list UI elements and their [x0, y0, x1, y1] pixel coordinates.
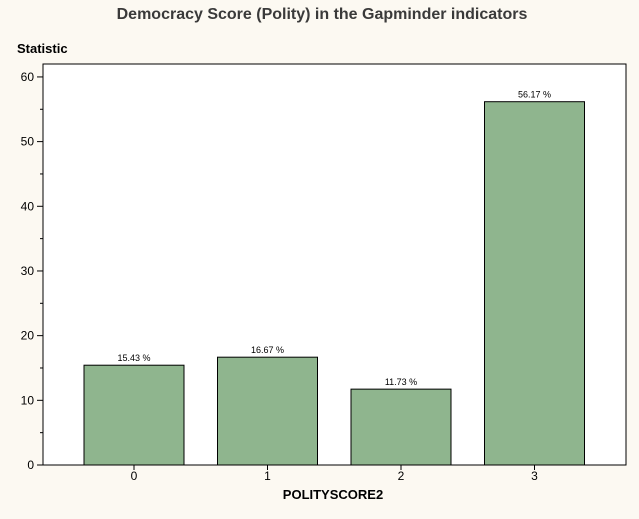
x-tick-label: 2: [398, 469, 405, 483]
bar-data-label: 16.67 %: [251, 345, 284, 355]
y-tick-label: 10: [21, 393, 35, 407]
x-axis-title: POLITYSCORE2: [283, 487, 383, 502]
y-axis-title: Statistic: [17, 41, 68, 56]
y-tick-label: 50: [21, 135, 35, 149]
bar-data-label: 11.73 %: [385, 377, 417, 387]
bar-3: [484, 101, 585, 466]
x-axis: 0 1 2 3: [131, 465, 538, 483]
bar-data-label: 15.43 %: [117, 353, 150, 363]
x-tick-label: 3: [531, 469, 538, 483]
x-tick-label: 0: [131, 469, 138, 483]
y-tick-label: 30: [21, 264, 35, 278]
bar-0: [83, 364, 185, 466]
y-tick-label: 40: [21, 199, 35, 213]
chart-title: Democracy Score (Polity) in the Gapminde…: [117, 6, 528, 23]
y-tick-label: 60: [21, 70, 35, 84]
y-tick-label: 0: [27, 458, 34, 472]
bar-data-label: 56.17 %: [518, 90, 551, 100]
bar-2: [350, 388, 452, 466]
bars: 15.43 % 16.67 % 11.73 % 56.17 %: [83, 90, 585, 466]
y-tick-label: 20: [21, 329, 35, 343]
x-tick-label: 1: [264, 469, 271, 483]
y-axis: 0 10 20 30 40 50 60: [21, 70, 43, 472]
bar-1: [217, 356, 318, 466]
